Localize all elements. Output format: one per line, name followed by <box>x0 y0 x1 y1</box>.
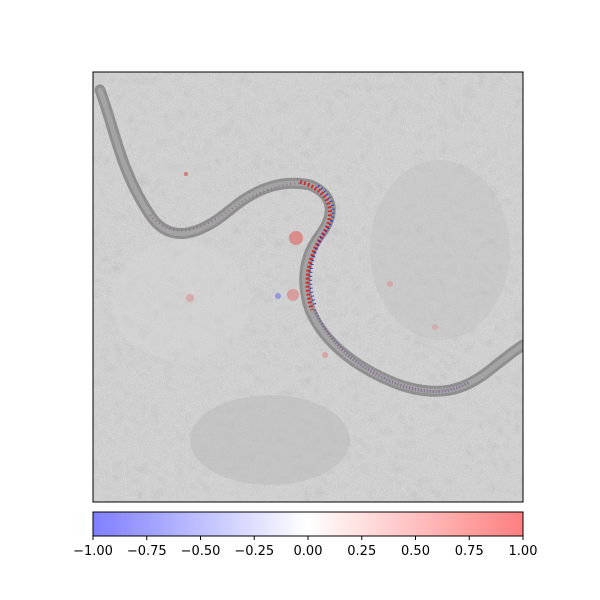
image-frame <box>92 71 524 503</box>
colorbar: −1.00 −0.75 −0.50 −0.25 0.00 0.25 0.50 0.75 1.00 <box>73 511 537 559</box>
colorbar-tick-label: −0.50 <box>181 544 221 559</box>
colorbar-tick-label: −0.25 <box>234 544 274 559</box>
attribution-image <box>93 72 523 502</box>
colorbar-tick-label: 0.00 <box>294 544 323 559</box>
colorbar-tick-label: 1.00 <box>509 544 538 559</box>
colorbar-tick-label: 0.50 <box>401 544 430 559</box>
colorbar-gradient <box>92 511 524 537</box>
colorbar-tick-label: 0.25 <box>347 544 376 559</box>
colorbar-tick-label: −0.75 <box>127 544 167 559</box>
colorbar-ticks: −1.00 −0.75 −0.50 −0.25 0.00 0.25 0.50 0.75 1.00 <box>73 536 537 559</box>
colorbar-tick-label: −1.00 <box>73 544 113 559</box>
colorbar-tick-label: 0.75 <box>455 544 484 559</box>
